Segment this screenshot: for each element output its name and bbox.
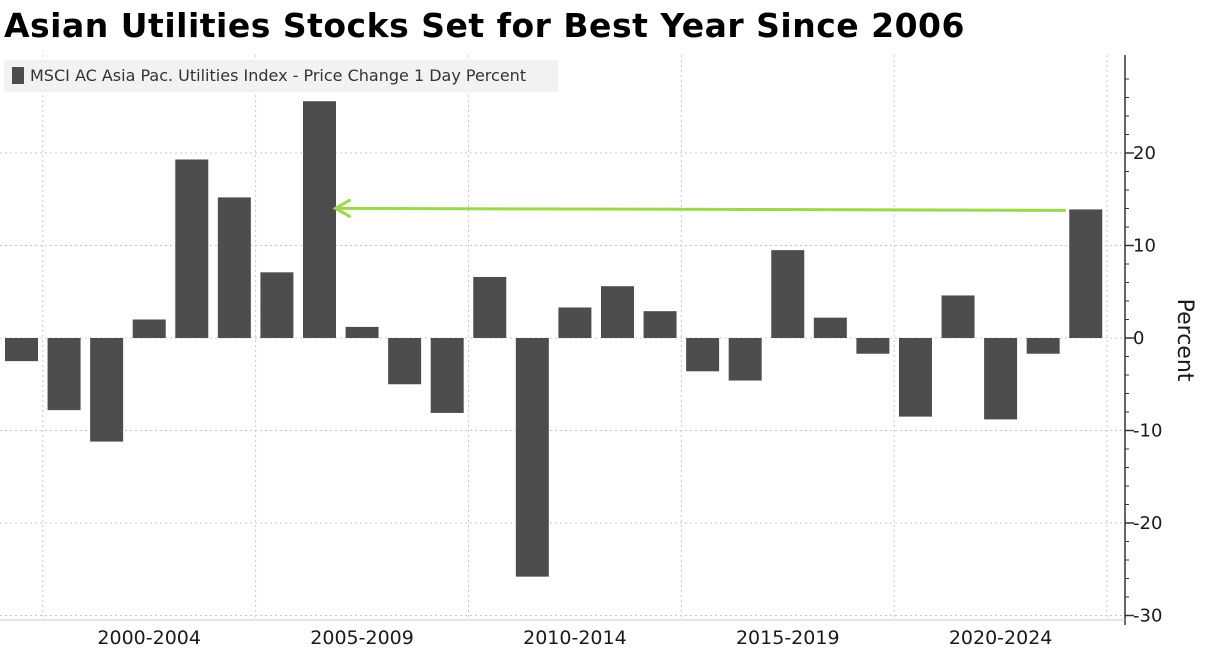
annotation-arrow (335, 206, 1066, 212)
x-tick-label: 2005-2009 (310, 627, 414, 649)
bar-2013 (600, 286, 634, 338)
bar-2003 (175, 159, 209, 338)
annotation-arrowhead (332, 198, 351, 218)
y-tick-label: -20 (1133, 513, 1162, 534)
bar-2004 (217, 197, 251, 338)
bar-2005 (260, 272, 294, 338)
chart-title: Asian Utilities Stocks Set for Best Year… (4, 6, 965, 45)
bars (5, 101, 1103, 577)
legend-label: MSCI AC Asia Pac. Utilities Index - Pric… (30, 66, 526, 85)
bar-2015 (686, 338, 720, 372)
bar-2002 (132, 319, 166, 338)
bar-2014 (643, 311, 677, 338)
bar-2012 (558, 307, 592, 338)
bar-2011 (515, 338, 549, 577)
bar-2024 (1069, 209, 1103, 338)
bar-2006 (302, 101, 336, 338)
y-tick-label: 20 (1133, 143, 1156, 164)
bar-2008 (388, 338, 422, 385)
bar-2018 (813, 317, 847, 338)
bar-2017 (771, 250, 805, 338)
legend-background (4, 60, 558, 92)
bar-2007 (345, 326, 379, 338)
annotations (332, 198, 1066, 218)
x-tick-label: 2000-2004 (97, 627, 201, 649)
bar-2009 (430, 338, 464, 413)
y-tick-label: 10 (1133, 236, 1156, 257)
x-tick-label: 2010-2014 (523, 627, 627, 649)
bar-2010 (473, 276, 507, 338)
bar-1999 (5, 338, 38, 362)
y-tick-label: -30 (1133, 606, 1162, 627)
bar-2001 (90, 338, 124, 442)
x-tick-label: 2015-2019 (736, 627, 840, 649)
x-axis: 2000-2004 2005-2009 2010-2014 2015-2019 2020… (0, 619, 1125, 649)
bar-2000 (47, 338, 81, 411)
y-axis-title: Percent (1172, 299, 1197, 382)
bar-2023 (1026, 338, 1060, 354)
y-axis: 20 10 0 -10 -20 -30 (1124, 55, 1162, 627)
bar-2016 (728, 338, 762, 381)
legend-swatch (12, 67, 24, 84)
y-tick-label: 0 (1133, 328, 1144, 349)
bar-2020 (898, 338, 932, 417)
y-tick-label: -10 (1133, 421, 1162, 442)
x-tick-label: 2020-2024 (949, 627, 1053, 649)
bar-2022 (984, 338, 1018, 420)
legend: MSCI AC Asia Pac. Utilities Index - Pric… (4, 60, 558, 92)
bar-2021 (941, 295, 975, 338)
bar-2019 (856, 338, 890, 354)
